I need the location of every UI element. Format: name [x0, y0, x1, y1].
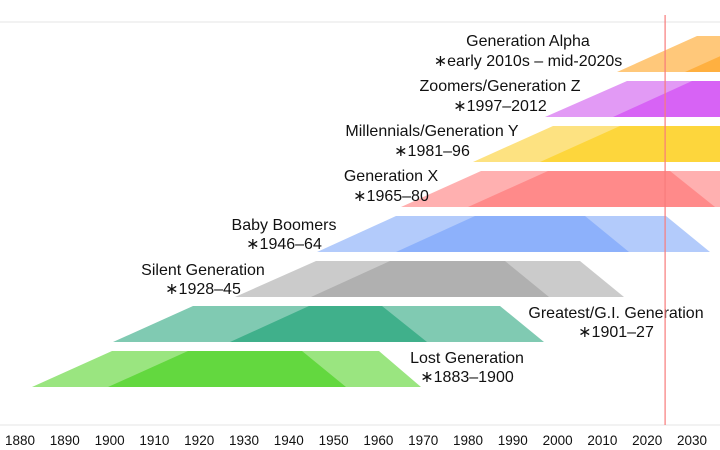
generation-band-x — [401, 171, 720, 207]
generation-title: Generation X — [344, 168, 439, 185]
axis-tick-label: 1930 — [229, 433, 259, 448]
generation-title: Silent Generation — [141, 262, 265, 279]
generation-years: ∗1946–64 — [246, 236, 322, 253]
axis-tick-label: 2010 — [587, 433, 617, 448]
generation-band-silent — [235, 261, 624, 297]
generation-years: ∗1928–45 — [165, 281, 241, 298]
generation-title: Millennials/Generation Y — [345, 123, 518, 140]
generation-years: ∗1965–80 — [353, 188, 429, 205]
generation-years: ∗1981–96 — [394, 143, 470, 160]
axis-tick-label: 2020 — [632, 433, 662, 448]
band-core-silent — [311, 261, 549, 297]
axis-tick-label: 1940 — [274, 433, 304, 448]
axis-tick-label: 1900 — [95, 433, 125, 448]
generation-band-greatest — [113, 306, 544, 342]
generation-title: Zoomers/Generation Z — [420, 78, 581, 95]
band-core-greatest — [230, 306, 427, 342]
generation-years: ∗1883–1900 — [420, 369, 514, 386]
generation-title: Baby Boomers — [232, 217, 337, 234]
band-core-y — [540, 126, 720, 162]
axis-tick-label: 1910 — [139, 433, 169, 448]
generation-years: ∗1997–2012 — [453, 98, 547, 115]
band-core-boomers — [396, 216, 629, 252]
axis-tick-label: 1950 — [319, 433, 349, 448]
band-core-z — [613, 81, 720, 117]
axis-tick-label: 1980 — [453, 433, 483, 448]
axis-tick-label: 2000 — [543, 433, 573, 448]
generation-title: Lost Generation — [410, 350, 524, 367]
generation-title: Generation Alpha — [466, 33, 590, 50]
band-core-lost — [108, 351, 346, 387]
generation-years: ∗early 2010s – mid-2020s — [434, 53, 623, 70]
axis-tick-label: 1880 — [5, 433, 35, 448]
generation-title: Greatest/G.I. Generation — [528, 305, 703, 322]
axis-tick-label: 1920 — [184, 433, 214, 448]
generation-band-z — [545, 81, 720, 117]
generation-band-boomers — [317, 216, 710, 252]
axis-tick-label: 1970 — [408, 433, 438, 448]
generation-years: ∗1901–27 — [578, 324, 654, 341]
generation-band-alpha — [617, 36, 720, 72]
axis-tick-label: 2030 — [677, 433, 707, 448]
band-outer-alpha — [617, 36, 720, 72]
generation-band-lost — [32, 351, 421, 387]
axis-tick-label: 1960 — [363, 433, 393, 448]
band-core-x — [468, 171, 715, 207]
axis-tick-label: 1890 — [50, 433, 80, 448]
band-core-alpha — [685, 56, 720, 72]
axis-tick-label: 1990 — [498, 433, 528, 448]
generation-band-y — [473, 126, 720, 162]
